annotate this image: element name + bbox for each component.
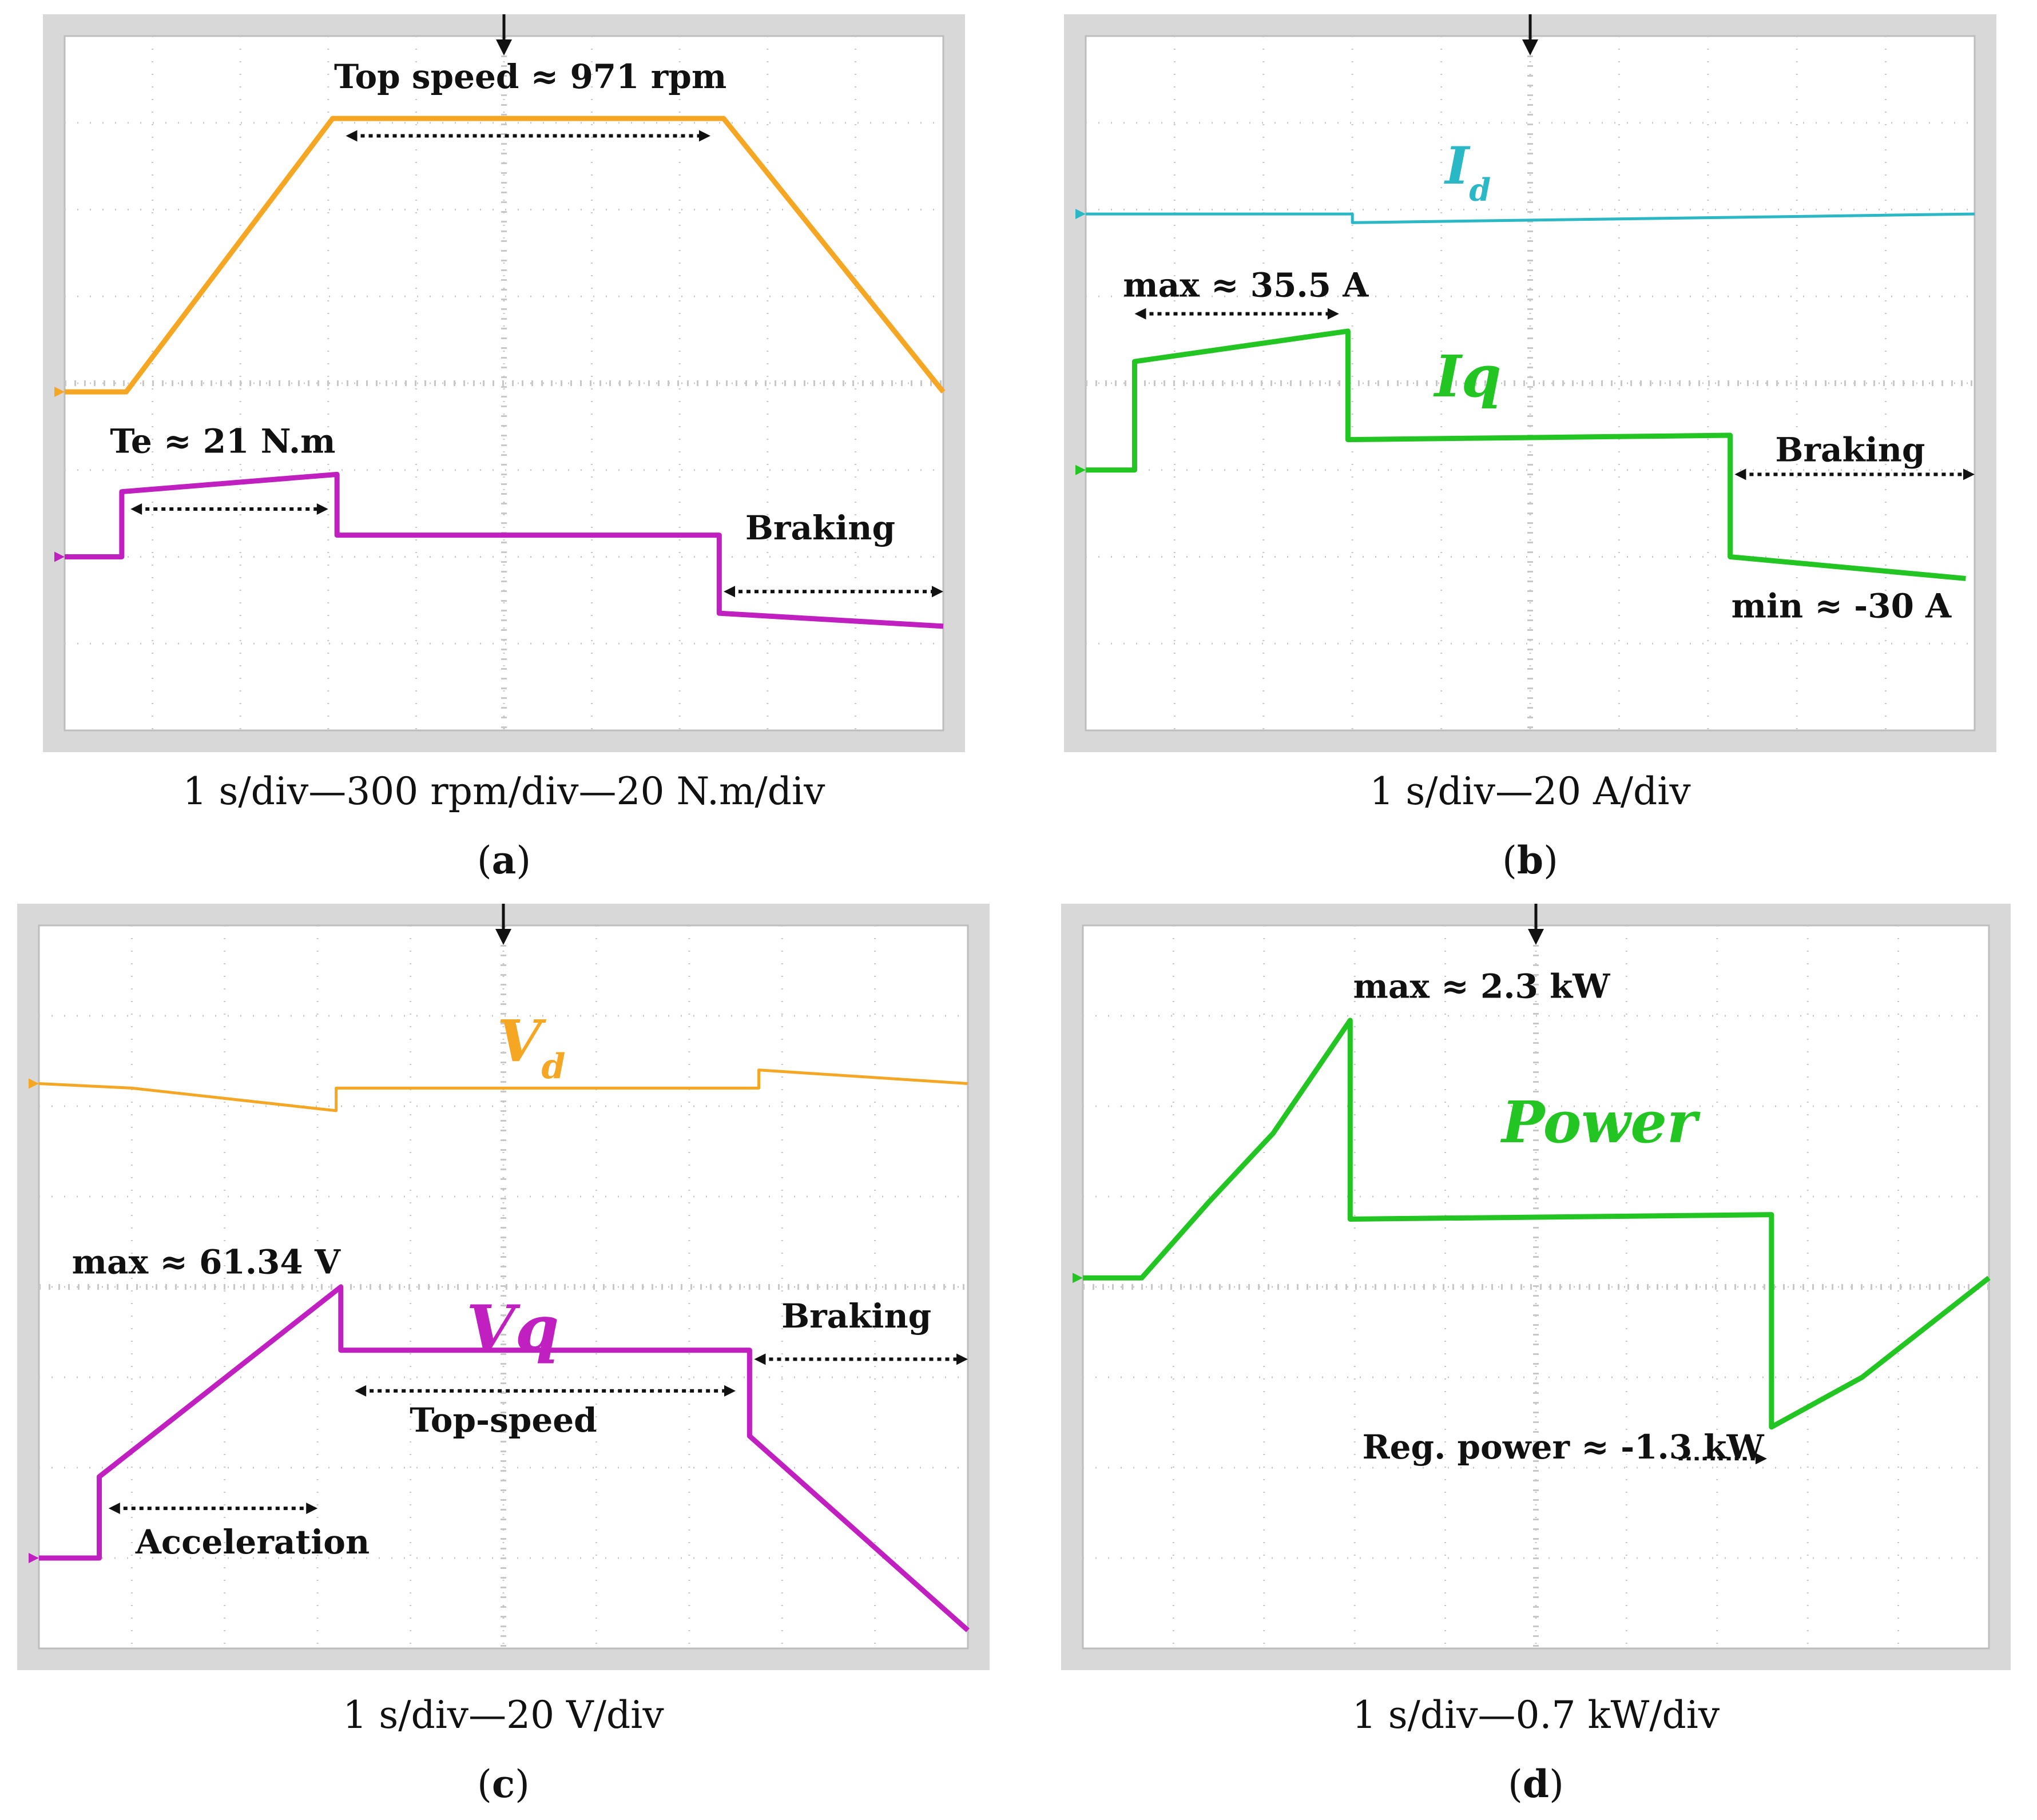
panel-b-letter: b [1516,838,1544,883]
panel-b-caption: 1 s/div—20 A/div [1369,769,1691,813]
annotation-label: min ≈ -30 A [1732,587,1952,626]
arrowhead-left-icon [754,1353,766,1365]
trigger-marker-icon [495,929,511,945]
series-name-label: Power [1500,1088,1701,1156]
panel-c-letter: c [491,1762,515,1806]
channel-marker-icon [1075,209,1086,220]
annotation-label: Top-speed [410,1401,597,1440]
trace-1-1 [1086,328,1966,581]
series-name-label: Iq [1433,343,1502,410]
arrowhead-right-icon [1327,308,1339,320]
arrowhead-right-icon [316,503,328,515]
arrowhead-right-icon [724,1385,736,1397]
arrowhead-right-icon [1755,1453,1767,1465]
arrowhead-left-icon [130,503,142,515]
arrowhead-right-icon [306,1503,318,1515]
panel-d-caption: 1 s/div—0.7 kW/div [1352,1693,1720,1737]
panel-a-caption: 1 s/div—300 rpm/div—20 N.m/div [182,769,825,813]
panel-d-tag: (d) [1508,1762,1564,1806]
channel-marker-icon [54,551,65,562]
arrowhead-left-icon [346,130,358,142]
scope-panel-c: max ≈ 61.34 V Braking Top-speed Acceleratio… [17,904,990,1670]
channel-marker-icon [1075,464,1086,475]
arrowhead-right-icon [932,586,943,598]
channel-marker-icon [1073,1273,1083,1283]
annotation-label: max ≈ 35.5 A [1123,265,1369,304]
panel-b-tag: (b) [1502,838,1558,883]
arrowhead-right-icon [698,130,710,142]
annotation-label: Braking [745,508,895,547]
panel-d-letter: d [1522,1762,1550,1806]
series-name-label: Vq [466,1292,559,1365]
trace-3-0 [1083,1018,1991,1430]
annotation-label: Acceleration [135,1523,370,1561]
scope-panel-b: max ≈ 35.5 A Braking min ≈ -30 A Id Iq [1064,14,1996,752]
channel-marker-icon [29,1078,39,1089]
trace-2-0 [38,1068,968,1112]
scope-panel-d: max ≈ 2.3 kW Reg. power ≈ -1.3 kW Power [1061,904,2011,1670]
scope-panel-a: Top speed ≈ 971 rpm Te ≈ 21 N.m Braking [43,14,965,752]
trigger-marker-icon [1528,929,1544,945]
annotation-label: max ≈ 2.3 kW [1353,967,1610,1006]
trigger-marker-icon [1522,39,1538,55]
scope-chart-a: Top speed ≈ 971 rpm Te ≈ 21 N.m Braking [43,14,965,752]
channel-marker-icon [29,1553,39,1563]
panel-a-letter: a [491,838,517,883]
annotation-label: Top speed ≈ 971 rpm [334,57,726,96]
annotation-label: Te ≈ 21 N.m [110,422,335,460]
annotation-label: Braking [1775,431,1925,470]
arrowhead-left-icon [1134,308,1146,320]
scope-chart-d: max ≈ 2.3 kW Reg. power ≈ -1.3 kW Power [1061,904,2011,1670]
trace-0-1 [65,471,944,629]
trace-0-0 [65,116,946,395]
trigger-marker-icon [496,39,512,55]
panel-c-caption: 1 s/div—20 V/div [343,1693,664,1737]
arrowhead-right-icon [1963,468,1975,480]
panel-c-tag: (c) [477,1762,530,1806]
arrowhead-left-icon [355,1385,367,1397]
arrowhead-right-icon [956,1353,968,1365]
annotation-label: max ≈ 61.34 V [72,1242,341,1281]
annotation-label: Braking [781,1297,931,1336]
trace-1-0 [1086,212,1975,224]
scope-chart-c: max ≈ 61.34 V Braking Top-speed Acceleratio… [17,904,990,1670]
arrowhead-left-icon [108,1503,120,1515]
panel-a-tag: (a) [477,838,531,883]
arrowhead-left-icon [1734,468,1746,480]
channel-marker-icon [54,387,65,398]
arrowhead-left-icon [724,586,735,598]
annotation-label: Reg. power ≈ -1.3 kW [1362,1428,1764,1467]
trace-2-1 [39,1284,970,1632]
